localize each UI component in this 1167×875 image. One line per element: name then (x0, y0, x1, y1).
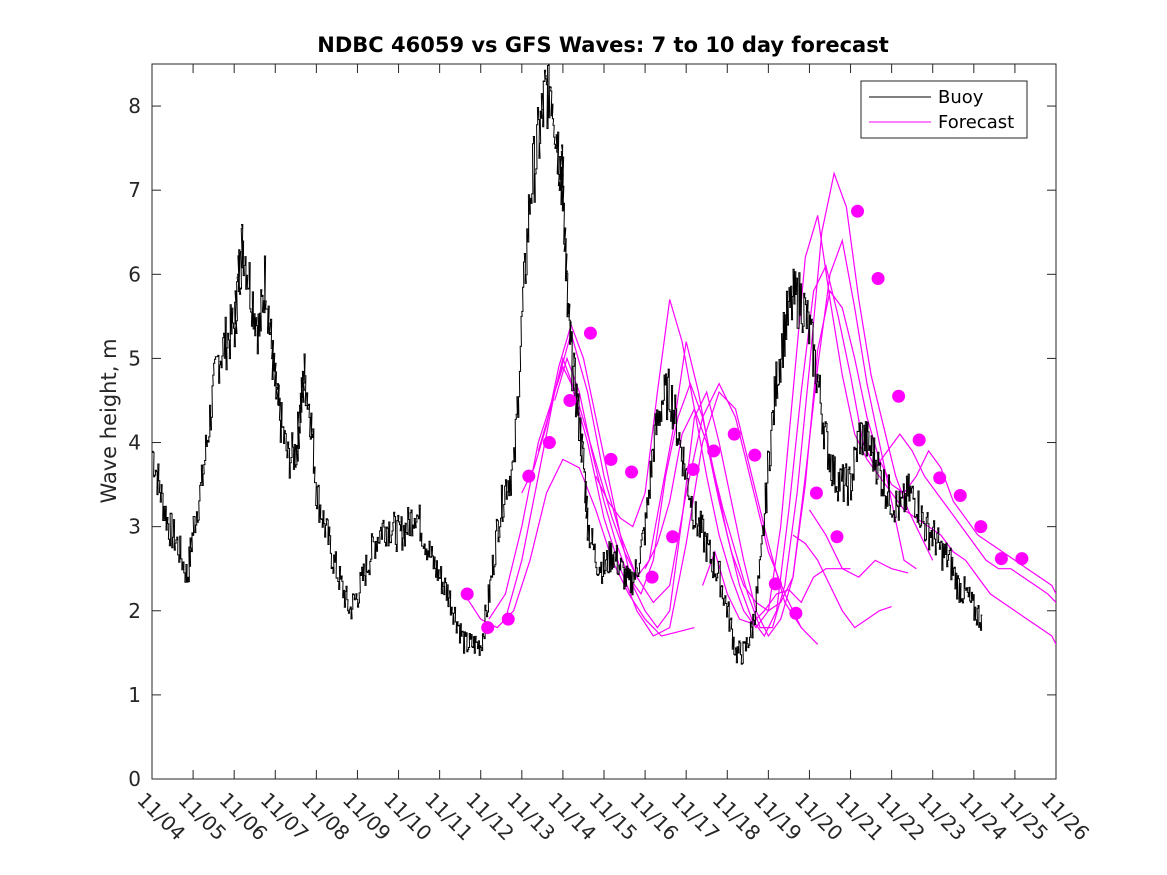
legend-forecast-label: Forecast (938, 112, 1014, 133)
y-tick-label: 1 (128, 683, 141, 707)
forecast-marker (851, 204, 865, 218)
y-tick-label: 4 (128, 431, 141, 455)
forecast-marker (871, 272, 885, 285)
forecast-line (537, 171, 934, 629)
forecast-marker (645, 570, 659, 584)
y-tick-label: 7 (128, 178, 141, 202)
legend-buoy-label: Buoy (938, 87, 984, 108)
y-tick-label: 8 (128, 94, 141, 118)
forecast-marker (727, 427, 741, 441)
forecast-marker (933, 471, 947, 485)
forecast-marker (892, 389, 906, 403)
forecast-marker (666, 530, 680, 544)
forecast-marker (542, 436, 556, 450)
forecast-marker (522, 469, 536, 483)
forecast-line (808, 509, 909, 578)
forecast-line (792, 534, 892, 629)
forecast-marker (625, 465, 639, 479)
forecast-marker (583, 326, 597, 340)
forecast-marker (604, 452, 618, 466)
y-tick-label: 5 (128, 346, 141, 370)
forecast-marker (789, 606, 803, 620)
forecast-marker (809, 486, 823, 500)
forecast-marker (460, 587, 474, 601)
forecast-marker (748, 448, 762, 462)
forecast-marker (1015, 552, 1029, 566)
y-axis-label: Wave height, m (97, 338, 121, 503)
forecast-line (644, 289, 1056, 612)
forecast-marker (686, 462, 700, 476)
y-tick-label: 6 (128, 262, 141, 286)
forecast-line (488, 365, 802, 637)
forecast-marker (563, 393, 577, 407)
forecast-marker (481, 621, 495, 635)
forecast-line (554, 264, 1056, 638)
y-tick-label: 0 (128, 767, 141, 791)
forecast-marker (912, 433, 926, 447)
legend-box (860, 80, 1028, 139)
chart-title: NDBC 46059 vs GFS Waves: 7 to 10 day for… (317, 33, 888, 57)
y-tick-label: 2 (128, 599, 141, 623)
forecast-marker (830, 530, 844, 544)
plot-series (152, 64, 1056, 665)
forecast-marker (974, 520, 988, 534)
forecast-marker (501, 612, 515, 626)
forecast-line (521, 238, 917, 638)
forecast-marker (994, 552, 1008, 566)
legend: Buoy Forecast (860, 80, 1028, 139)
forecast-marker (953, 489, 967, 503)
forecast-marker (768, 577, 782, 591)
y-tick-label: 3 (128, 515, 141, 539)
forecast-line (702, 549, 851, 625)
forecast-line (595, 215, 1056, 645)
forecast-marker (707, 444, 721, 458)
buoy-line (152, 64, 983, 665)
